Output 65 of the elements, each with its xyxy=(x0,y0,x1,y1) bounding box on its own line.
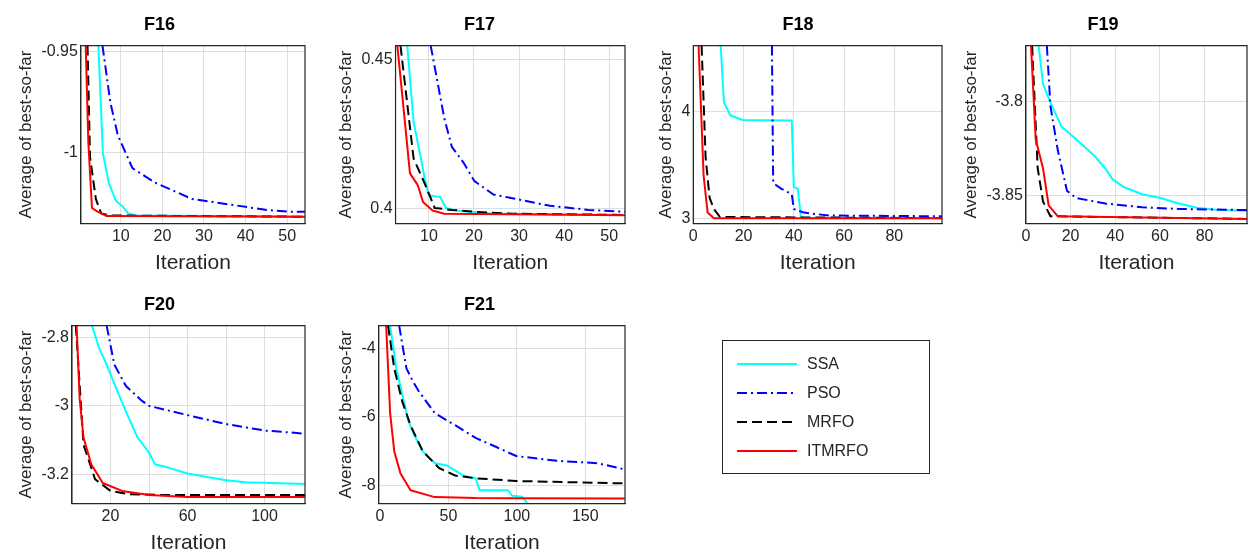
x-tick-label: 20 xyxy=(153,226,172,244)
y-tick-label: -0.95 xyxy=(41,42,78,60)
x-tick-label: 40 xyxy=(784,226,803,244)
x-tick-label: 100 xyxy=(503,506,531,524)
x-tick-label: 50 xyxy=(439,506,458,524)
legend-label: ITMRFO xyxy=(807,441,869,460)
y-tick-label: -1 xyxy=(63,143,78,161)
legend-label: PSO xyxy=(807,383,841,402)
x-tick-label: 40 xyxy=(555,226,574,244)
x-axis-title: Iteration xyxy=(150,530,227,554)
x-tick-label: 20 xyxy=(465,226,483,244)
x-tick-label: 20 xyxy=(734,226,753,244)
y-axis-title: Average of best-so-far xyxy=(960,50,980,219)
chart-title: F21 xyxy=(463,293,496,314)
chart-title: F18 xyxy=(782,13,814,34)
y-tick-label: -4 xyxy=(361,338,376,356)
x-tick-label: 150 xyxy=(571,506,599,524)
y-axis-title: Average of best-so-far xyxy=(335,50,355,219)
y-tick-label: 3 xyxy=(681,208,691,226)
y-tick-label: -3.8 xyxy=(995,91,1023,109)
y-axis-title: Average of best-so-far xyxy=(15,330,35,499)
x-tick-label: 20 xyxy=(101,506,120,524)
x-tick-label: 80 xyxy=(1195,226,1214,244)
x-tick-label: 60 xyxy=(835,226,854,244)
line-series xyxy=(105,325,305,435)
y-tick-label: -6 xyxy=(361,407,376,425)
x-axis-title: Iteration xyxy=(1098,250,1175,274)
x-tick-label: 10 xyxy=(111,226,130,244)
x-tick-label: 40 xyxy=(236,226,255,244)
y-tick-label: -3.85 xyxy=(986,185,1023,203)
line-series xyxy=(770,45,942,218)
y-tick-label: 0.4 xyxy=(370,199,393,217)
y-tick-label: 4 xyxy=(681,101,691,119)
x-tick-label: 10 xyxy=(420,226,438,244)
chart-title: F16 xyxy=(143,13,176,34)
x-tick-label: 0 xyxy=(375,506,385,524)
y-axis-title: Average of best-so-far xyxy=(335,330,355,499)
chart-title: F19 xyxy=(1087,13,1119,34)
y-axis-title: Average of best-so-far xyxy=(15,50,35,219)
chart-title: F17 xyxy=(463,13,496,34)
y-tick-label: -3.2 xyxy=(41,464,70,482)
x-tick-label: 50 xyxy=(278,226,297,244)
y-tick-label: 0.45 xyxy=(361,49,393,67)
x-tick-label: 60 xyxy=(178,506,197,524)
x-tick-label: 20 xyxy=(1061,226,1080,244)
x-tick-label: 100 xyxy=(251,506,278,524)
x-tick-label: 50 xyxy=(600,226,619,244)
x-tick-label: 0 xyxy=(1021,226,1031,244)
x-tick-label: 40 xyxy=(1106,226,1125,244)
x-axis-title: Iteration xyxy=(154,250,231,274)
legend-label: SSA xyxy=(807,354,840,373)
x-axis-title: Iteration xyxy=(779,250,856,274)
legend-label: MRFO xyxy=(807,412,855,431)
x-tick-label: 30 xyxy=(510,226,529,244)
y-tick-label: -8 xyxy=(361,475,376,493)
y-tick-label: -2.8 xyxy=(41,327,70,345)
x-tick-label: 60 xyxy=(1150,226,1169,244)
x-axis-title: Iteration xyxy=(463,530,540,554)
y-axis-title: Average of best-so-far xyxy=(655,50,675,219)
x-tick-label: 0 xyxy=(688,226,698,244)
x-tick-label: 30 xyxy=(195,226,213,244)
x-axis-title: Iteration xyxy=(472,250,549,274)
x-tick-label: 80 xyxy=(885,226,904,244)
y-tick-label: -3 xyxy=(54,396,70,414)
chart-title: F20 xyxy=(143,293,176,314)
